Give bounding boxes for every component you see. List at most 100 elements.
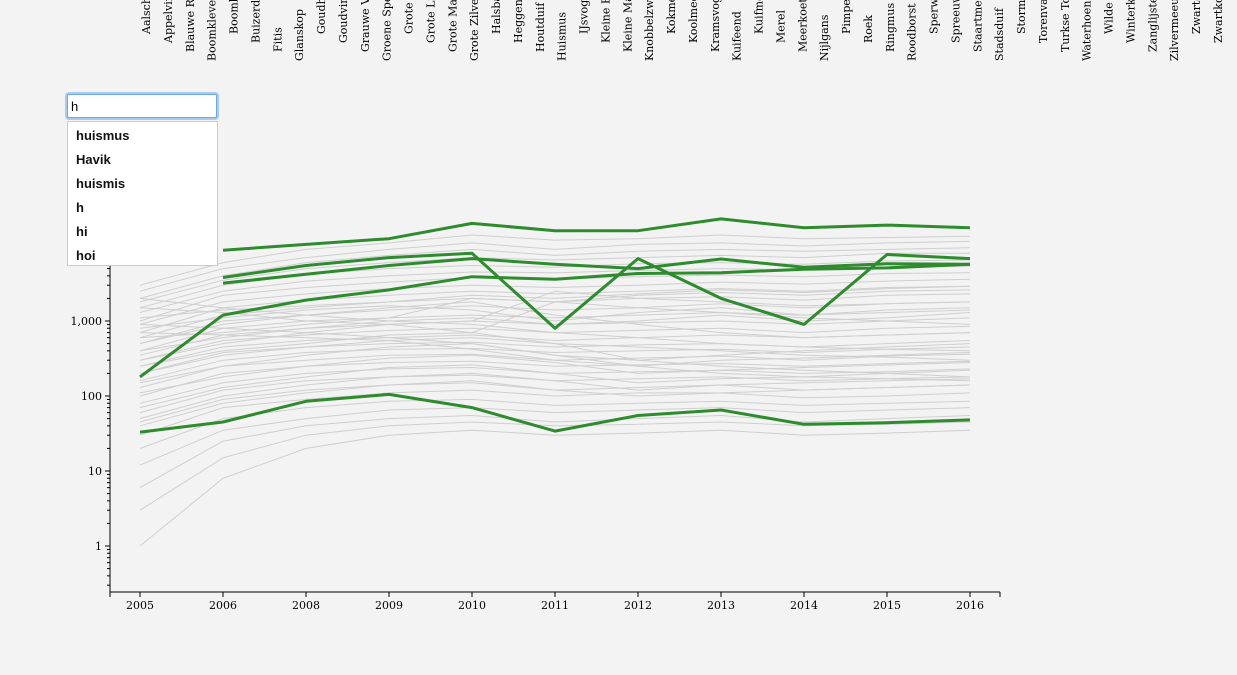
series-line[interactable] <box>139 429 971 547</box>
species-label[interactable]: Sperwer <box>928 0 941 34</box>
species-label[interactable]: Roek <box>862 15 875 43</box>
highlighted-series-line[interactable] <box>222 251 971 330</box>
species-label[interactable]: Grote Bonte Specht <box>403 0 416 34</box>
species-label[interactable]: Zanglijster <box>1146 0 1159 52</box>
suggestion-item[interactable]: h <box>76 200 84 215</box>
series-line[interactable] <box>139 337 971 374</box>
species-label[interactable]: Kuifmees <box>753 0 766 34</box>
species-label[interactable]: Blauwe Reiger <box>184 0 197 52</box>
species-label[interactable]: Fitis <box>271 27 284 52</box>
species-label[interactable]: Grote Mantelmeeuw <box>446 0 459 52</box>
species-label[interactable]: Zwarte Kraai <box>1190 0 1203 34</box>
species-label[interactable]: Nijlgans <box>818 14 831 61</box>
suggestion-item[interactable]: huismus <box>76 128 130 143</box>
species-label[interactable]: Kokmeeuw <box>665 0 678 34</box>
suggestion-item[interactable]: hoi <box>76 248 96 263</box>
suggestions-dropdown: huismus Havik huismis h hi hoi <box>67 121 218 266</box>
series-line[interactable] <box>139 364 971 409</box>
species-label[interactable]: Grote Lijster <box>424 0 437 43</box>
species-label[interactable]: Kleine Mantelmeeuw <box>621 0 634 52</box>
species-label[interactable]: Roodborst <box>906 3 919 61</box>
species-label[interactable]: Zilvermeeuw <box>1168 0 1181 61</box>
species-label[interactable]: Waterhoen <box>1081 1 1094 61</box>
x-tick-label: 2015 <box>873 599 901 612</box>
series-line[interactable] <box>139 343 971 384</box>
highlighted-series-line[interactable] <box>139 262 971 379</box>
series-line[interactable] <box>139 421 971 511</box>
species-label[interactable]: Goudhaan <box>315 0 328 34</box>
series-line[interactable] <box>139 407 971 466</box>
species-label[interactable]: Koolmees <box>687 0 700 43</box>
series-line[interactable] <box>139 389 971 436</box>
series-line[interactable] <box>139 285 971 319</box>
species-label[interactable]: Kramsvogel <box>709 0 722 52</box>
search-input[interactable] <box>67 94 217 118</box>
y-tick-label: 100 <box>81 390 102 403</box>
species-label[interactable]: Houtduif <box>534 2 547 52</box>
highlighted-series-line[interactable] <box>222 217 971 252</box>
species-label[interactable]: Winterkoning <box>1125 0 1138 43</box>
series-line[interactable] <box>139 240 971 292</box>
series-line[interactable] <box>139 305 971 329</box>
species-label[interactable]: Zwartkop <box>1212 0 1225 43</box>
species-label[interactable]: Meerkoet <box>796 0 809 52</box>
species-label[interactable]: Staartmees <box>971 0 984 52</box>
series-line[interactable] <box>139 312 971 352</box>
series-line[interactable] <box>139 354 971 394</box>
series-line[interactable] <box>139 380 971 427</box>
species-label[interactable]: Wilde Eend <box>1103 0 1116 34</box>
species-label[interactable]: Torenvalk <box>1037 0 1050 43</box>
species-label[interactable]: Appelvink <box>162 0 175 44</box>
series-line[interactable] <box>139 293 971 339</box>
series-line[interactable] <box>139 346 971 382</box>
species-label[interactable]: Stadsduif <box>993 7 1006 61</box>
species-label[interactable]: Buizerd <box>249 0 262 43</box>
series-line[interactable] <box>139 290 971 361</box>
y-tick-label: 1 <box>95 540 102 553</box>
species-label[interactable]: Aalscholver <box>140 0 153 35</box>
species-label[interactable]: Turkse Tortel <box>1059 0 1072 52</box>
highlighted-series-line[interactable] <box>139 392 971 434</box>
series-line[interactable] <box>139 398 971 449</box>
series-line[interactable] <box>139 301 971 345</box>
series-line[interactable] <box>139 340 971 374</box>
series-line[interactable] <box>139 278 971 325</box>
species-label[interactable]: Kuifeend <box>731 11 744 61</box>
species-label[interactable]: Stormmeeuw <box>1015 0 1028 34</box>
species-label[interactable]: Grauwe Vliegenvanger <box>359 0 372 52</box>
species-label[interactable]: Boomkruiper <box>228 0 241 34</box>
series-line[interactable] <box>139 360 971 397</box>
x-tick-label: 2006 <box>209 599 237 612</box>
series-line[interactable] <box>139 252 970 303</box>
species-label[interactable]: Kleine Bonte Specht <box>599 0 612 43</box>
series-line[interactable] <box>139 301 971 345</box>
species-label[interactable]: Heggenmus <box>512 0 525 43</box>
species-label[interactable]: Boomklever <box>206 0 219 61</box>
species-label[interactable]: Pimpelmees <box>840 0 853 34</box>
series-line[interactable] <box>139 309 971 352</box>
suggestion-item[interactable]: hi <box>76 224 88 239</box>
species-label[interactable]: Merel <box>774 9 787 43</box>
x-tick-label: 2009 <box>375 599 403 612</box>
suggestion-item[interactable]: huismis <box>76 176 126 191</box>
species-label[interactable]: IJsvogel <box>578 0 591 34</box>
species-label[interactable]: Knobbelzwaan <box>643 0 656 61</box>
suggestion-item[interactable]: Havik <box>76 152 111 167</box>
x-tick-label: 2010 <box>458 599 486 612</box>
species-label[interactable]: Glanskop <box>293 9 306 61</box>
species-label[interactable]: Halsbandparkiet <box>490 0 503 34</box>
species-label[interactable]: Ringmus <box>884 3 897 52</box>
species-label[interactable]: Huismus <box>556 12 569 61</box>
series-line[interactable] <box>139 414 971 489</box>
species-label[interactable]: Grote Zilverreiger <box>468 0 481 61</box>
species-label[interactable]: Goudvink <box>337 0 350 43</box>
x-tick-label: 2008 <box>292 599 320 612</box>
species-label[interactable]: Spreeuw <box>950 0 963 43</box>
species-label[interactable]: Groene Specht <box>381 0 394 61</box>
highlighted-series-line[interactable] <box>222 257 971 285</box>
series-line[interactable] <box>139 247 971 299</box>
series-line[interactable] <box>139 372 971 420</box>
series-line[interactable] <box>139 301 971 367</box>
series-line[interactable] <box>139 234 971 286</box>
series-line[interactable] <box>139 285 971 334</box>
